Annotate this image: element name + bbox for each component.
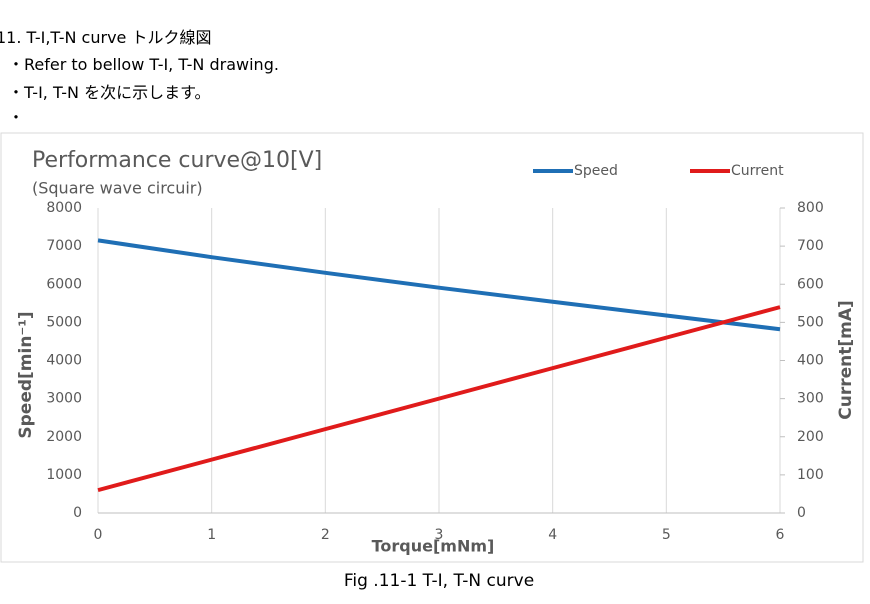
- chart-subtitle: (Square wave circuir): [32, 179, 203, 198]
- bullet: ・T-I, T-N を次に示します。: [8, 83, 211, 102]
- y-tick-label: 1000: [46, 467, 82, 483]
- y2-tick-label: 200: [797, 429, 824, 445]
- x-tick-label: 4: [548, 527, 557, 543]
- caption: Fig .11-1 T-I, T-N curve: [343, 571, 535, 591]
- y2-axis-label: Current[mA]: [836, 300, 856, 420]
- y2-tick-label: 100: [797, 467, 824, 483]
- y-tick-label: 7000: [46, 238, 82, 254]
- y-tick-label: 8000: [46, 200, 82, 216]
- y-tick-label: 2000: [46, 429, 82, 445]
- bullet: ・: [8, 108, 25, 127]
- x-tick-label: 0: [94, 527, 103, 543]
- heading: 11. T-I,T-N curve トルク線図: [0, 28, 212, 47]
- x-tick-label: 2: [321, 527, 330, 543]
- y2-tick-label: 600: [797, 276, 824, 292]
- x-tick-label: 6: [776, 527, 785, 543]
- x-tick-label: 1: [207, 527, 216, 543]
- y2-tick-label: 500: [797, 314, 824, 330]
- y-tick-label: 4000: [46, 353, 82, 369]
- series-line: [97, 238, 781, 332]
- y-tick-label: 5000: [46, 314, 82, 330]
- y2-tick-label: 300: [797, 391, 824, 407]
- y-axis-label: Speed[min⁻¹]: [16, 311, 36, 438]
- x-tick-label: 3: [435, 527, 444, 543]
- legend-label: Current: [731, 163, 784, 179]
- x-tick-label: 5: [662, 527, 671, 543]
- y2-tick-label: 0: [797, 505, 806, 521]
- chart-title: Performance curve@10[V]: [32, 148, 322, 173]
- y2-tick-label: 800: [797, 200, 824, 216]
- y2-tick-label: 400: [797, 353, 824, 369]
- y-tick-label: 0: [73, 505, 82, 521]
- x-axis-label: Torque[mNm]: [372, 537, 495, 556]
- legend-label: Speed: [574, 163, 618, 179]
- series-line: [97, 305, 781, 493]
- y-tick-label: 3000: [46, 391, 82, 407]
- chart-frame: [0, 132, 864, 563]
- y2-tick-label: 700: [797, 238, 824, 254]
- bullet: ・Refer to bellow T-I, T-N drawing.: [8, 55, 279, 74]
- y-tick-label: 6000: [46, 276, 82, 292]
